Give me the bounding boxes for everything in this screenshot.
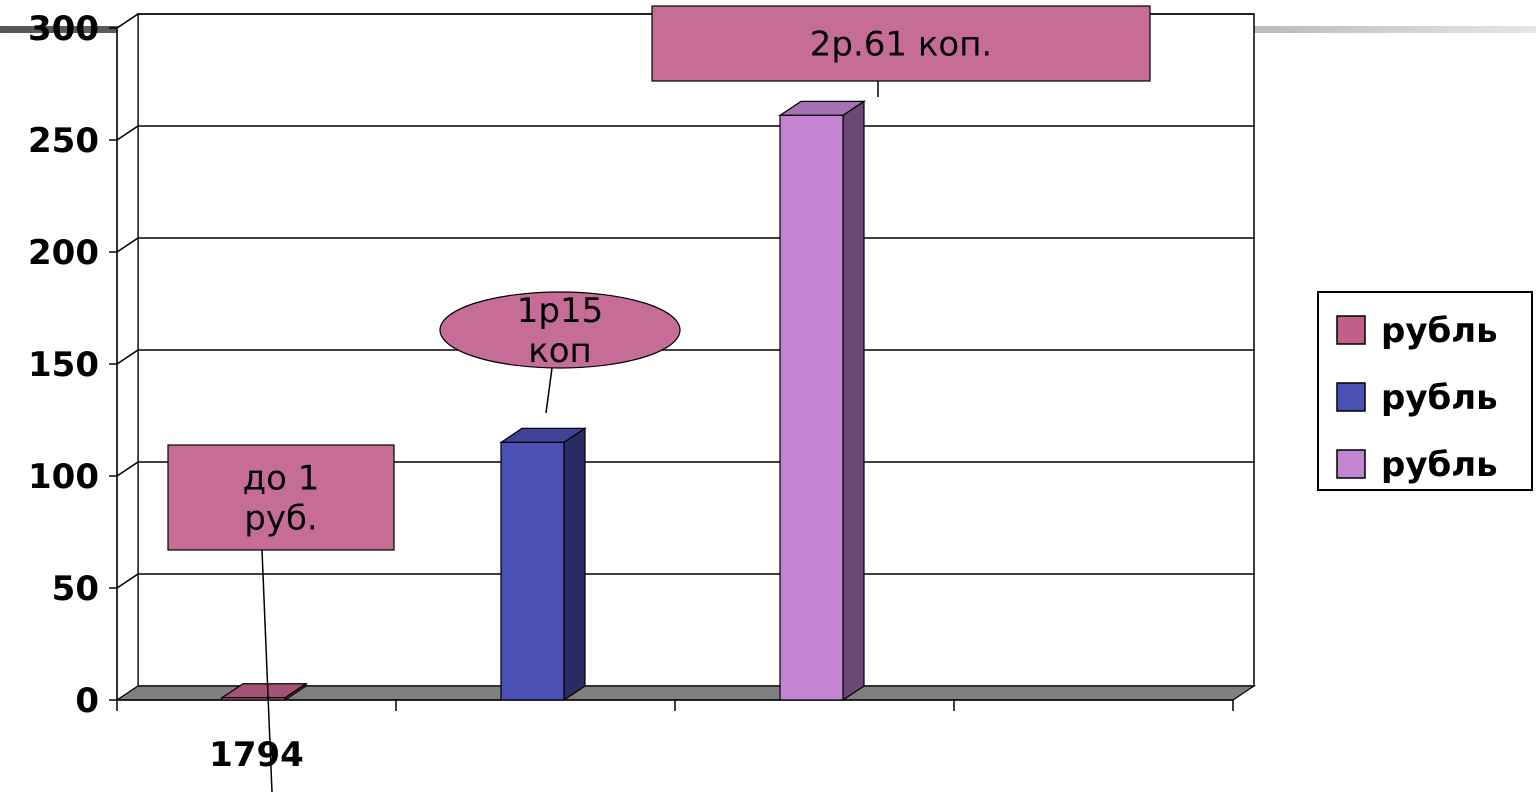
bar-side — [563, 427, 586, 702]
y-tick-label: 250 — [28, 121, 99, 161]
callout-leader — [261, 549, 273, 793]
callout-text: 2р.61 коп. — [810, 25, 992, 65]
gridline — [116, 237, 1254, 253]
legend-label: рубль — [1381, 378, 1498, 418]
y-axis-ticks: 0 50 100 150 200 250 300 — [28, 9, 117, 721]
y-tick-label: 200 — [28, 233, 99, 273]
callout-text: руб. — [244, 499, 317, 539]
legend-label: рубль — [1381, 311, 1498, 351]
bar — [778, 100, 866, 702]
callout-leader — [545, 367, 553, 414]
y-tick-label: 0 — [75, 681, 99, 721]
x-tick-label: 1794 — [209, 735, 304, 775]
bar-front — [221, 697, 286, 701]
bar — [499, 427, 587, 702]
bar-front — [500, 441, 565, 701]
gridline — [116, 573, 1254, 589]
bars — [220, 100, 866, 702]
chart-walls — [116, 12, 1255, 702]
bar-front — [779, 114, 844, 701]
legend: рубль рубль рубль — [1317, 291, 1533, 491]
callout-text: до 1 — [243, 459, 320, 499]
callout-ellipse — [439, 291, 681, 369]
callout-box — [651, 5, 1151, 82]
callout-text: 1р15 — [517, 291, 603, 331]
gridline — [116, 461, 1254, 477]
legend-item: рубль — [1336, 311, 1498, 351]
y-tick-label: 150 — [28, 345, 99, 385]
legend-item: рубль — [1336, 378, 1498, 418]
callout-text: коп — [528, 331, 592, 371]
bar — [220, 682, 308, 702]
legend-swatch — [1336, 449, 1366, 479]
callout-box — [167, 444, 395, 551]
gridline — [116, 125, 1254, 141]
legend-swatch — [1336, 315, 1366, 345]
y-tick-label: 300 — [28, 9, 99, 49]
legend-swatch — [1336, 382, 1366, 412]
legend-label: рубль — [1381, 445, 1498, 485]
y-tick-label: 50 — [52, 569, 99, 609]
y-tick-label: 100 — [28, 457, 99, 497]
legend-item: рубль — [1336, 445, 1498, 485]
gridline — [116, 349, 1254, 365]
annotation-callout: 2р.61 коп. — [651, 5, 1151, 97]
bar-side — [842, 100, 865, 702]
x-axis-ticks: 1794 — [116, 700, 1234, 775]
